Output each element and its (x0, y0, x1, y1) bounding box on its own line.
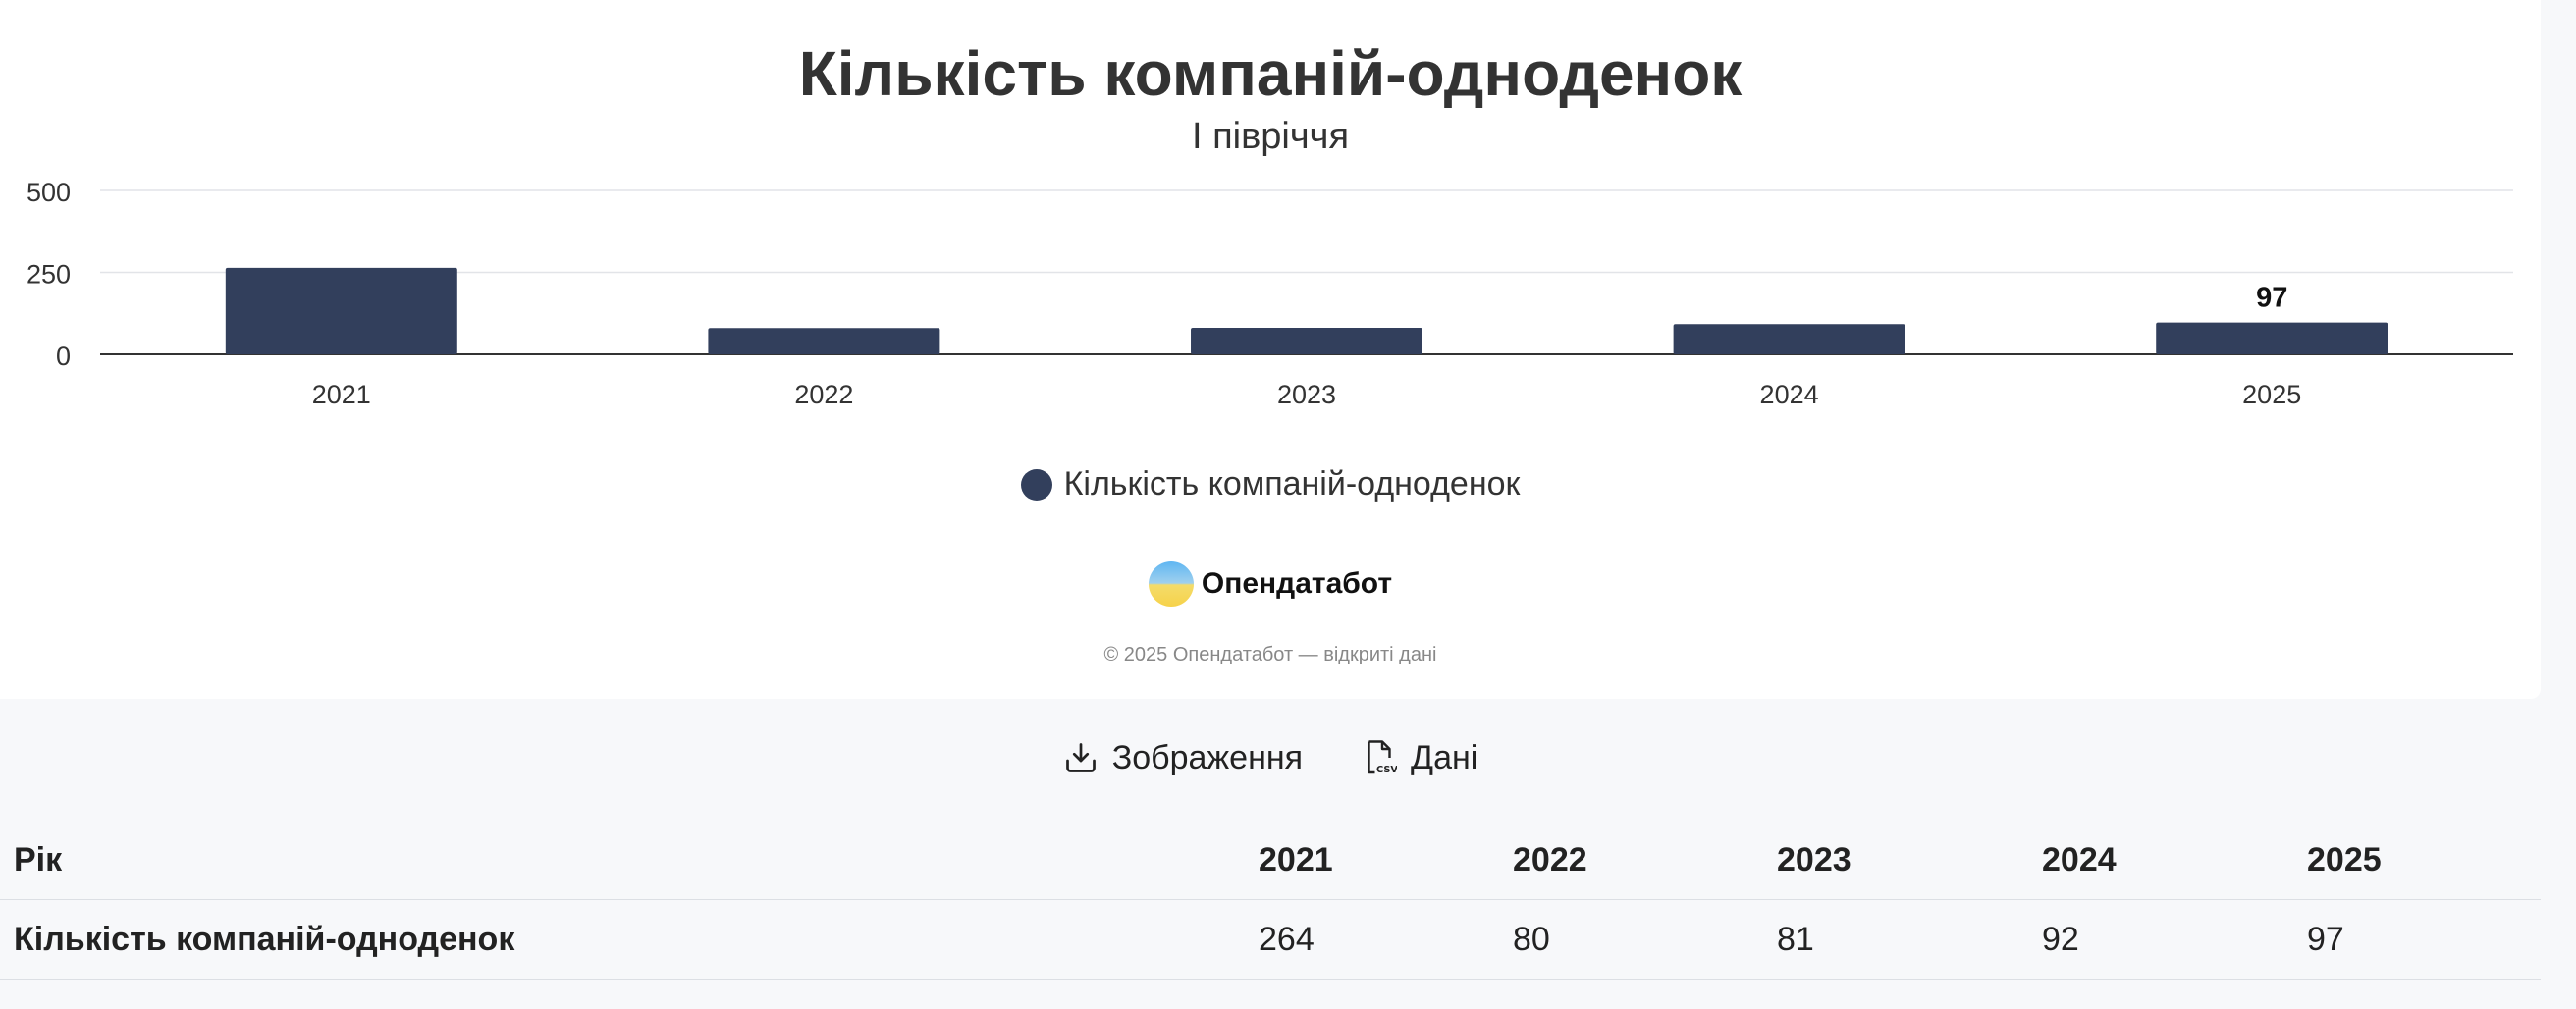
table-cell: 80 (1499, 899, 1763, 980)
table-header-year: 2022 (1499, 821, 1763, 900)
download-image-label: Зображення (1111, 738, 1304, 776)
legend-label: Кількість компаній-одноденок (1063, 465, 1521, 503)
chart-legend[interactable]: Кількість компаній-одноденок (0, 465, 2541, 504)
chart-subtitle: І півріччя (1191, 116, 1350, 157)
copyright: © 2025 Опендатабот — відкриті дані (1103, 644, 1437, 665)
svg-text:CSV: CSV (1376, 765, 1397, 775)
bar (1191, 327, 1422, 354)
table-cell: 264 (1245, 899, 1499, 980)
table-cell: 81 (1763, 899, 2028, 980)
chart-title: Кількість компаній-одноденок (798, 38, 1743, 109)
download-icon (1065, 743, 1096, 772)
table-header-label: Рік (0, 821, 1245, 900)
y-tick-label: 500 (27, 178, 71, 207)
download-data-label: Дані (1411, 738, 1478, 776)
legend-marker (1020, 468, 1052, 501)
x-tick-label: 2024 (1760, 380, 1819, 409)
brand-name: Опендатабот (1201, 567, 1393, 600)
download-image-button[interactable]: Зображення (1063, 739, 1303, 777)
x-tick-label: 2022 (794, 380, 853, 409)
table-row-label: Кількість компаній-одноденок (0, 899, 1245, 980)
table-cell: 92 (2028, 899, 2293, 980)
data-table: Рік 2021 2022 2023 2024 2025 Кількість к… (0, 821, 2541, 980)
export-actions: Зображення CSV Дані (0, 738, 2541, 777)
x-tick-label: 2023 (1277, 380, 1336, 409)
bar (708, 328, 940, 354)
chart-card: Кількість компаній-одноденок І півріччя … (0, 38, 2541, 665)
opendatabot-logo-icon (1148, 561, 1194, 607)
table-cell: 97 (2293, 899, 2541, 980)
table-header-year: 2021 (1245, 821, 1499, 900)
data-label: 97 (2256, 283, 2287, 314)
table-row: Кількість компаній-одноденок 264 80 81 9… (0, 899, 2541, 980)
download-data-button[interactable]: CSV Дані (1362, 738, 1477, 777)
y-tick-label: 250 (27, 260, 71, 290)
table-header-year: 2023 (1763, 821, 2028, 900)
table-header-year: 2025 (2293, 821, 2541, 900)
csv-file-icon: CSV (1368, 740, 1397, 775)
bar (225, 267, 457, 354)
bar-chart: 0 250 500 2021 2022 2023 2024 2025 97 (27, 178, 2513, 409)
brand: Опендатабот (0, 561, 2541, 607)
table-header-row: Рік 2021 2022 2023 2024 2025 (0, 821, 2541, 900)
bar (1673, 324, 1905, 354)
y-tick-label: 0 (56, 342, 71, 371)
bar (2156, 322, 2388, 354)
table-header-year: 2024 (2028, 821, 2293, 900)
x-tick-label: 2025 (2242, 380, 2301, 409)
x-tick-label: 2021 (312, 380, 371, 409)
